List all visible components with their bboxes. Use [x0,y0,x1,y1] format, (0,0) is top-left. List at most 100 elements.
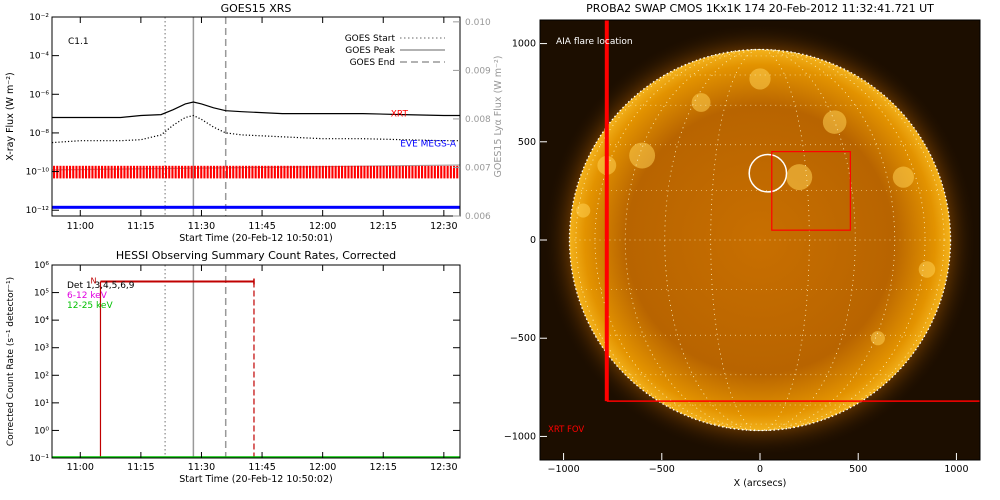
xrt-coverage-tick [251,165,254,179]
goes-y-right-tick-label: 0.006 [465,212,491,222]
goes-x-tick-label: 12:30 [430,221,457,232]
xrt-coverage-tick [267,165,270,179]
swap-grid-longitude [575,49,945,431]
xrt-coverage-tick [286,165,289,179]
swap-x-tick-label: 500 [849,464,867,475]
xrt-coverage-tick [145,165,148,179]
xrt-coverage-tick [424,165,427,179]
xrt-label: XRT [391,110,409,120]
xrt-coverage-tick [200,165,203,179]
xrt-coverage-tick [136,165,139,179]
xrt-coverage-tick [222,165,225,179]
hessi-x-label: Start Time (20-Feb-12 10:50:02) [179,474,332,485]
goes-legend-label: GOES End [350,58,395,68]
xrt-coverage-tick [456,165,459,179]
xrt-coverage-tick [158,165,161,179]
xrt-coverage-tick [241,165,244,179]
swap-active-region [691,93,711,112]
xrt-coverage-tick [165,165,168,179]
hessi-title: HESSI Observing Summary Count Rates, Cor… [116,249,396,262]
xrt-coverage-tick [398,165,401,179]
xrt-coverage-tick [209,165,212,179]
xrt-coverage-tick [337,165,340,179]
goes-y-tick-label: 10⁻¹⁰ [26,168,50,178]
xrt-coverage-tick [229,165,232,179]
xrt-coverage-tick [139,165,142,179]
goes-x-tick-label: 11:15 [127,221,154,232]
xrt-coverage-tick [321,165,324,179]
xrt-coverage-tick [245,165,248,179]
xrt-coverage-tick [219,165,222,179]
xrt-coverage-tick [427,165,430,179]
swap-y-tick-label: 500 [518,137,536,148]
swap-active-region [892,166,915,188]
xrt-coverage-tick [334,165,337,179]
hessi-y-label: Corrected Count Rate (s⁻¹ detector⁻¹) [6,277,16,446]
xrt-coverage-tick [433,165,436,179]
hessi-x-tick-label: 11:45 [248,462,275,473]
goes-x-tick-label: 11:00 [67,221,94,232]
hessi-axes-frame [51,264,461,459]
xrt-coverage-tick [305,165,308,179]
xrt-coverage-tick [331,165,334,179]
aia-flare-circle [748,153,788,193]
goes-y-label: X-ray Flux (W m⁻²) [5,72,16,161]
xrt-coverage-tick [120,165,123,179]
xrt-coverage-tick [177,165,180,179]
swap-x-label: X (arcsecs) [734,478,787,489]
xrt-coverage-tick [126,165,129,179]
xrt-coverage-tick [235,165,238,179]
xrt-coverage-tick [453,165,456,179]
hessi-x-tick-label: 11:00 [67,462,94,473]
xrt-coverage-tick [197,165,200,179]
xrt-coverage-tick [161,165,164,179]
xrt-coverage-tick [309,165,312,179]
xrt-coverage-tick [81,165,84,179]
hessi-legend-label: Det 1,3,4,5,6,9 [67,281,135,291]
swap-grid-longitude [664,49,856,431]
goes-flare-class: C1.1 [68,37,89,47]
xrt-coverage-tick [187,165,190,179]
xrt-coverage-tick [142,165,145,179]
xrt-coverage-tick [113,165,116,179]
swap-active-region [629,142,656,169]
swap-y-tick-label: −1000 [504,431,536,442]
xrt-coverage-tick [296,165,299,179]
swap-active-region [870,331,885,346]
goes-axes-frame [51,16,461,217]
swap-active-region [786,164,813,191]
xrt-coverage-tick [264,165,267,179]
eve-label: EVE MEGS-A [400,140,457,150]
xrt-coverage-tick [184,165,187,179]
xrt-coverage-tick [152,165,155,179]
xrt-coverage-tick [315,165,318,179]
xrt-coverage-tick [53,165,56,179]
xrt-coverage-tick [85,165,88,179]
xrt-coverage-tick [443,165,446,179]
xrt-coverage-tick [389,165,392,179]
xrt-coverage-tick [293,165,296,179]
swap-active-region [749,68,771,90]
xrt-coverage-tick [216,165,219,179]
xrt-coverage-tick [97,165,100,179]
xrt-coverage-tick [72,165,75,179]
xrt-coverage-tick [206,165,209,179]
aia-flare-label: AIA flare location [556,37,633,47]
xrt-coverage-tick [104,165,107,179]
xrt-coverage-tick [341,165,344,179]
xrt-coverage-tick [344,165,347,179]
hessi-night-label: N [90,277,96,286]
xrt-coverage-tick [414,165,417,179]
xrt-coverage-tick [213,165,216,179]
hessi-y-tick-label: 10⁻¹ [29,454,49,464]
xrt-coverage-tick [149,165,152,179]
xrt-coverage-tick [283,165,286,179]
xrt-coverage-tick [123,165,126,179]
swap-x-tick-label: 0 [757,464,763,475]
swap-active-region [918,261,936,278]
goes-x-tick-label: 12:00 [309,221,336,232]
xrt-coverage-tick [181,165,184,179]
xrt-coverage-tick [366,165,369,179]
goes-x-tick-label: 11:45 [248,221,275,232]
